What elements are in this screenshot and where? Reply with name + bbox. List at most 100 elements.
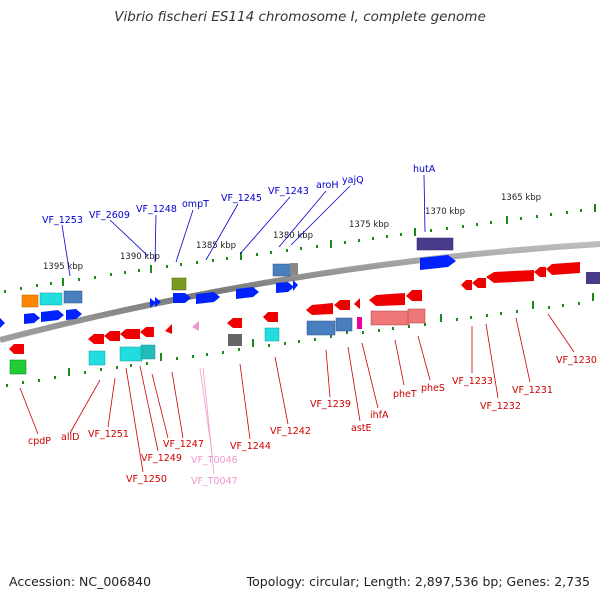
leader-line bbox=[151, 373, 169, 439]
gene-arrow[interactable] bbox=[334, 300, 350, 310]
gene-label-bottom[interactable]: cpdP bbox=[28, 436, 51, 447]
gene-arrow[interactable] bbox=[227, 318, 242, 328]
gene-arrow[interactable] bbox=[406, 290, 422, 301]
gene-block[interactable] bbox=[335, 317, 353, 332]
gene-label-top[interactable]: VF_1253 bbox=[42, 215, 83, 226]
topology-text: Topology: circular; Length: 2,897,536 bp… bbox=[246, 574, 590, 589]
gene-label-bottom[interactable]: VF_1247 bbox=[163, 439, 204, 450]
gene-block[interactable] bbox=[88, 350, 106, 366]
gene-label-bottom[interactable]: VF_1231 bbox=[512, 385, 553, 396]
gene-arrow[interactable] bbox=[140, 327, 154, 337]
gene-label-top[interactable]: VF_1248 bbox=[136, 204, 177, 215]
gene-label-bottom[interactable]: VF_1230 bbox=[556, 355, 597, 366]
gene-arrow[interactable] bbox=[534, 267, 546, 277]
leader-line bbox=[175, 209, 194, 263]
tick-label: 1380 kbp bbox=[273, 231, 313, 241]
gene-block[interactable] bbox=[586, 272, 600, 284]
leader-line bbox=[515, 317, 531, 383]
leader-line bbox=[485, 323, 499, 399]
tick-label: 1375 kbp bbox=[349, 220, 389, 230]
gene-arrow[interactable] bbox=[196, 292, 220, 304]
gene-arrow[interactable] bbox=[66, 309, 82, 320]
gene-label-bottom[interactable]: astE bbox=[351, 423, 372, 434]
leader-line bbox=[154, 214, 157, 263]
tick-label: 1390 kbp bbox=[120, 252, 160, 262]
gene-arrow[interactable] bbox=[369, 293, 405, 306]
gene-label-bottom[interactable]: VF_1239 bbox=[310, 399, 351, 410]
gene-arrow[interactable] bbox=[41, 310, 64, 322]
gene-arrow[interactable] bbox=[150, 298, 156, 308]
gene-label-bottom[interactable]: ihfA bbox=[370, 410, 389, 421]
gene-label-top[interactable]: VF_1245 bbox=[221, 193, 262, 204]
leader-line bbox=[417, 335, 431, 381]
gene-arrow[interactable] bbox=[236, 287, 259, 299]
gene-arrow[interactable] bbox=[420, 255, 456, 270]
gene-arrow[interactable] bbox=[306, 303, 333, 315]
gene-arrow[interactable] bbox=[120, 329, 140, 339]
leader-line bbox=[171, 371, 184, 439]
gene-label-bottom[interactable]: allD bbox=[61, 432, 79, 443]
gene-arrow[interactable] bbox=[461, 280, 472, 290]
gene-arrow[interactable] bbox=[472, 278, 486, 288]
gene-arrow[interactable] bbox=[24, 313, 40, 324]
leader-line bbox=[394, 339, 405, 386]
gene-block[interactable] bbox=[407, 308, 426, 324]
tick-label: 1370 kbp bbox=[425, 207, 465, 217]
gene-label-top[interactable]: VF_2609 bbox=[89, 210, 130, 221]
gene-block[interactable] bbox=[39, 292, 63, 306]
gene-block[interactable] bbox=[370, 310, 410, 326]
gene-block[interactable] bbox=[9, 359, 27, 375]
gene-block[interactable] bbox=[264, 327, 280, 342]
gene-label-bottom[interactable]: VF_1250 bbox=[126, 474, 167, 485]
leader-line bbox=[107, 377, 116, 428]
tick-label: 1395 kbp bbox=[43, 262, 83, 272]
gene-label-bottom[interactable]: VF_1233 bbox=[452, 376, 493, 387]
gene-arrow[interactable] bbox=[354, 298, 360, 309]
gene-block[interactable] bbox=[171, 277, 187, 291]
gene-label-top[interactable]: yajQ bbox=[342, 175, 364, 186]
gene-label-top[interactable]: aroH bbox=[316, 180, 338, 191]
gene-arrow[interactable] bbox=[546, 262, 580, 275]
gene-arrow[interactable] bbox=[263, 312, 278, 322]
gene-arrow[interactable] bbox=[173, 293, 191, 303]
gene-label-bottom[interactable]: pheT bbox=[393, 389, 417, 400]
gene-block[interactable] bbox=[228, 334, 242, 346]
gene-arrow[interactable] bbox=[293, 280, 298, 291]
gene-label-top[interactable]: VF_1243 bbox=[268, 186, 309, 197]
gene-block[interactable] bbox=[357, 317, 362, 329]
gene-label-bottom[interactable]: VF_1232 bbox=[480, 401, 521, 412]
gene-arrow[interactable] bbox=[9, 344, 24, 354]
gene-block[interactable] bbox=[119, 346, 143, 362]
accession-text: Accession: NC_006840 bbox=[9, 574, 152, 589]
gene-label-bottom[interactable]: pheS bbox=[421, 383, 445, 394]
gene-block[interactable] bbox=[140, 344, 156, 360]
gene-arrow[interactable] bbox=[192, 321, 199, 331]
gene-arrow[interactable] bbox=[155, 297, 161, 307]
gene-arrow[interactable] bbox=[104, 331, 120, 341]
gene-label-bottom[interactable]: VF_T0047 bbox=[191, 476, 238, 487]
gene-arrow[interactable] bbox=[486, 270, 534, 283]
gene-label-bottom[interactable]: VF_T0046 bbox=[191, 455, 238, 466]
leader-line bbox=[547, 313, 575, 353]
gene-arrow[interactable] bbox=[88, 334, 104, 344]
leader-line bbox=[139, 365, 159, 452]
gene-arrow[interactable] bbox=[276, 282, 294, 293]
gene-block[interactable] bbox=[63, 290, 83, 304]
gene-block[interactable] bbox=[272, 263, 292, 277]
tick-label: 1365 kbp bbox=[501, 193, 541, 203]
gene-block[interactable] bbox=[416, 237, 454, 251]
gene-block[interactable] bbox=[290, 263, 298, 275]
gene-arrow[interactable] bbox=[0, 318, 5, 328]
leader-line bbox=[278, 190, 327, 248]
gene-block[interactable] bbox=[306, 320, 336, 336]
gene-label-bottom[interactable]: VF_1251 bbox=[88, 429, 129, 440]
leader-line bbox=[347, 346, 361, 422]
gene-label-bottom[interactable]: VF_1244 bbox=[230, 441, 271, 452]
gene-arrow[interactable] bbox=[165, 324, 172, 334]
reverse-strand-genes bbox=[9, 262, 580, 375]
gene-label-top[interactable]: hutA bbox=[413, 164, 436, 175]
gene-label-bottom[interactable]: VF_1249 bbox=[141, 453, 182, 464]
gene-label-bottom[interactable]: VF_1242 bbox=[270, 426, 311, 437]
gene-block[interactable] bbox=[21, 294, 39, 308]
gene-label-top[interactable]: ompT bbox=[182, 199, 209, 210]
